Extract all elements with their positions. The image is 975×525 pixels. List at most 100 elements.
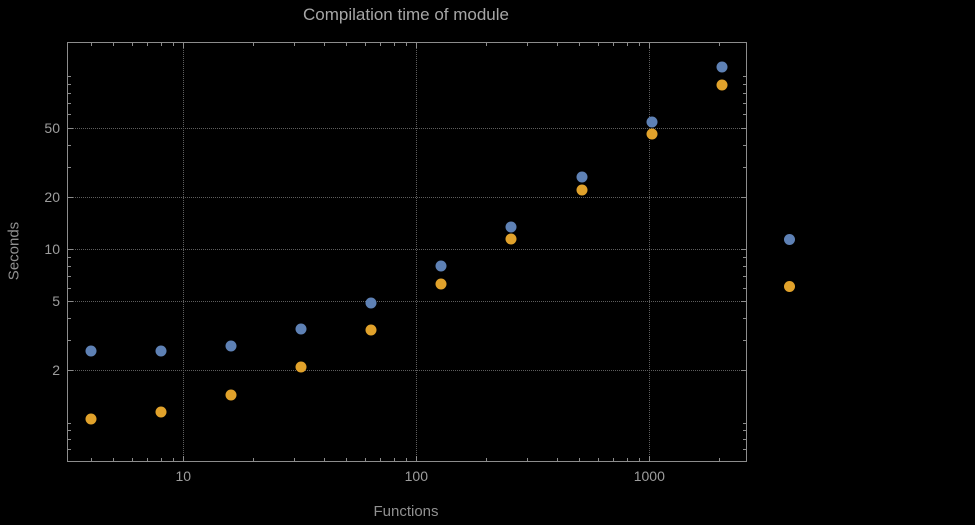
x-minor-tick-mark xyxy=(364,43,366,46)
y-tick-mark xyxy=(68,128,73,130)
x-tick-mark xyxy=(183,43,185,48)
chart-title: Compilation time of module xyxy=(303,5,509,24)
y-minor-tick-mark xyxy=(743,83,746,85)
x-minor-tick-mark xyxy=(597,458,599,461)
y-minor-tick-mark xyxy=(68,287,71,289)
x-minor-tick-mark xyxy=(294,458,296,461)
data-point-series-2 xyxy=(646,128,658,140)
data-point-series-2 xyxy=(435,278,447,290)
data-point-series-1 xyxy=(435,260,447,272)
data-point-series-1 xyxy=(155,345,167,357)
y-tick-label: 2 xyxy=(52,362,60,379)
x-minor-tick-mark xyxy=(393,458,395,461)
x-minor-tick-mark xyxy=(131,458,133,461)
y-tick-label: 50 xyxy=(44,120,60,137)
x-minor-tick-mark xyxy=(626,43,628,46)
gridline-x xyxy=(649,43,651,461)
x-minor-tick-mark xyxy=(147,458,149,461)
x-minor-tick-mark xyxy=(405,43,407,46)
data-point-series-1 xyxy=(85,345,97,357)
y-minor-tick-mark xyxy=(68,461,71,462)
y-minor-tick-mark xyxy=(68,266,71,268)
y-minor-tick-mark xyxy=(743,114,746,116)
x-minor-tick-mark xyxy=(638,458,640,461)
x-minor-tick-mark xyxy=(613,458,615,461)
y-minor-tick-mark xyxy=(743,439,746,441)
data-point-series-1 xyxy=(576,171,588,183)
x-minor-tick-mark xyxy=(638,43,640,46)
x-minor-tick-mark xyxy=(579,458,581,461)
y-tick-mark xyxy=(68,249,73,251)
data-point-series-2 xyxy=(505,233,517,245)
x-minor-tick-mark xyxy=(364,458,366,461)
gridline-y xyxy=(68,301,746,303)
x-minor-tick-mark xyxy=(393,43,395,46)
y-minor-tick-mark xyxy=(68,439,71,441)
data-point-series-2 xyxy=(716,79,728,91)
y-minor-tick-mark xyxy=(68,339,71,341)
y-minor-tick-mark xyxy=(68,422,71,424)
x-minor-tick-mark xyxy=(486,458,488,461)
x-minor-tick-mark xyxy=(323,458,325,461)
y-minor-tick-mark xyxy=(68,75,71,77)
x-minor-tick-mark xyxy=(172,458,174,461)
data-point-series-2 xyxy=(295,361,307,373)
x-minor-tick-mark xyxy=(719,458,721,461)
y-minor-tick-mark xyxy=(743,166,746,168)
x-tick-label: 100 xyxy=(404,468,428,484)
x-minor-tick-mark xyxy=(147,43,149,46)
x-minor-tick-mark xyxy=(613,43,615,46)
y-minor-tick-mark xyxy=(743,422,746,424)
x-minor-tick-mark xyxy=(527,458,529,461)
x-minor-tick-mark xyxy=(113,458,115,461)
x-minor-tick-mark xyxy=(556,458,558,461)
x-minor-tick-mark xyxy=(90,43,92,46)
y-minor-tick-mark xyxy=(68,83,71,85)
x-minor-tick-mark xyxy=(579,43,581,46)
x-tick-label: 10 xyxy=(175,468,192,484)
y-tick-mark xyxy=(741,249,746,251)
y-minor-tick-mark xyxy=(743,318,746,320)
x-minor-tick-mark xyxy=(486,43,488,46)
legend-marker-series-1 xyxy=(784,234,795,245)
y-tick-mark xyxy=(741,301,746,303)
x-minor-tick-mark xyxy=(253,458,255,461)
gridline-y xyxy=(68,128,746,130)
data-point-series-1 xyxy=(225,340,237,352)
y-tick-label: 5 xyxy=(52,293,60,310)
plot-area: 10 100 1000 2 5 10 20 50 xyxy=(44,42,747,484)
x-minor-tick-mark xyxy=(626,458,628,461)
y-tick-mark xyxy=(68,197,73,199)
gridline-x xyxy=(183,43,185,461)
x-minor-tick-mark xyxy=(160,458,162,461)
x-minor-tick-mark xyxy=(380,458,382,461)
x-minor-tick-mark xyxy=(527,43,529,46)
y-minor-tick-mark xyxy=(743,257,746,259)
y-minor-tick-mark xyxy=(743,449,746,451)
data-point-series-2 xyxy=(155,406,167,418)
y-minor-tick-mark xyxy=(743,461,746,462)
x-tick-mark xyxy=(649,456,651,461)
x-tick-mark xyxy=(183,456,185,461)
x-minor-tick-mark xyxy=(719,43,721,46)
y-minor-tick-mark xyxy=(68,430,71,432)
x-minor-tick-mark xyxy=(90,458,92,461)
y-minor-tick-mark xyxy=(68,318,71,320)
y-tick-label: 20 xyxy=(44,189,60,206)
y-minor-tick-mark xyxy=(68,102,71,104)
x-minor-tick-mark xyxy=(253,43,255,46)
data-point-series-1 xyxy=(365,297,377,309)
y-minor-tick-mark xyxy=(743,75,746,77)
y-minor-tick-mark xyxy=(68,144,71,146)
y-minor-tick-mark xyxy=(743,339,746,341)
y-minor-tick-mark xyxy=(68,166,71,168)
x-tick-mark xyxy=(649,43,651,48)
x-tick-mark xyxy=(416,43,418,48)
x-tick-label: 1000 xyxy=(633,468,665,484)
gridline-y xyxy=(68,249,746,251)
y-minor-tick-mark xyxy=(68,276,71,278)
data-point-series-1 xyxy=(716,61,728,73)
y-tick-mark xyxy=(741,128,746,130)
y-minor-tick-mark xyxy=(743,144,746,146)
y-minor-tick-mark xyxy=(743,276,746,278)
